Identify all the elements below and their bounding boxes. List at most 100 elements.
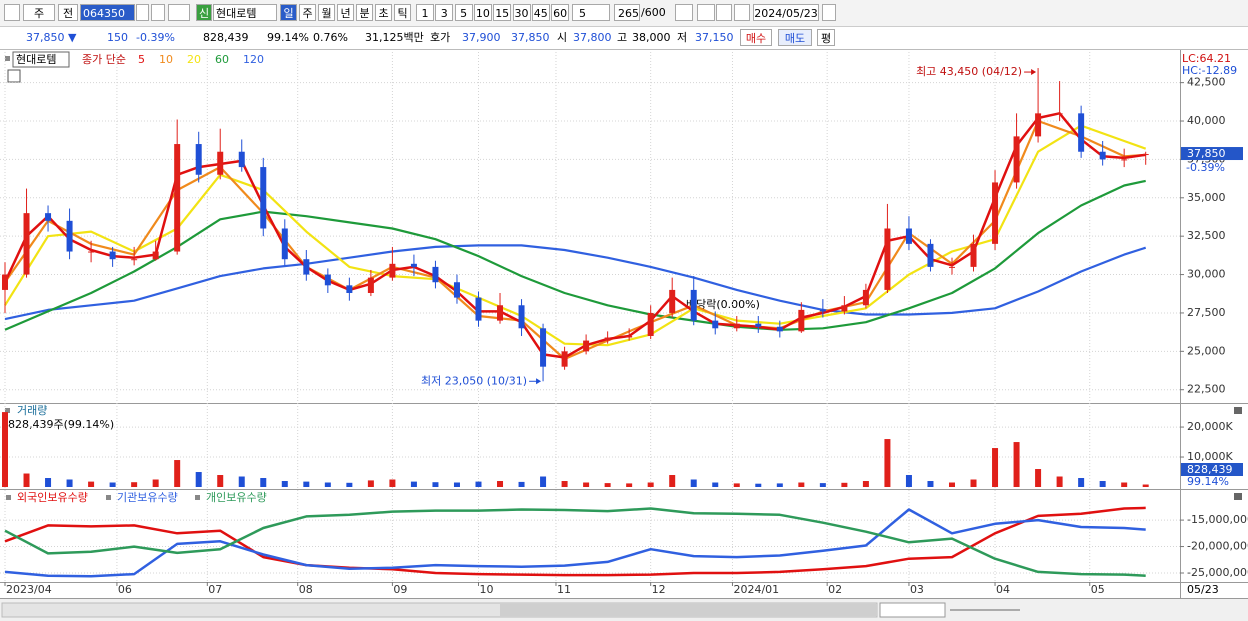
calendar-icon[interactable] bbox=[822, 4, 836, 21]
candle-body bbox=[109, 251, 116, 260]
candle-body bbox=[346, 285, 353, 293]
menu-icon[interactable] bbox=[4, 4, 20, 21]
candle-body bbox=[303, 259, 310, 275]
candle-body bbox=[238, 151, 245, 168]
search-icon[interactable] bbox=[151, 4, 165, 21]
legend-entry: 10 bbox=[159, 53, 173, 66]
save-icon[interactable] bbox=[716, 4, 732, 21]
x-tick-label: 05 bbox=[1091, 583, 1105, 596]
x-tick-label: 02 bbox=[828, 583, 842, 596]
volume-bar bbox=[66, 479, 73, 487]
sell-button[interactable]: 매도 bbox=[778, 29, 812, 46]
volume-bar bbox=[131, 482, 138, 487]
candle-body bbox=[561, 351, 568, 367]
volume-bar bbox=[1142, 484, 1149, 487]
stock-name[interactable]: 현대로템 bbox=[213, 4, 277, 21]
unit-button[interactable]: 틱 bbox=[394, 4, 411, 21]
chart-background bbox=[0, 50, 1248, 599]
high-note: 최고 43,450 (04/12) bbox=[916, 65, 1022, 78]
candle-body bbox=[626, 335, 633, 338]
scrollbar-thumb[interactable] bbox=[500, 604, 877, 616]
turnover-rate: 0.76% bbox=[313, 31, 348, 44]
unit-button[interactable]: 30 bbox=[512, 4, 531, 21]
unit-button[interactable]: 5 bbox=[454, 4, 473, 21]
candle-body bbox=[712, 320, 719, 329]
volume-bar bbox=[518, 481, 525, 487]
unit-button[interactable]: 초 bbox=[375, 4, 392, 21]
candle-body bbox=[1099, 151, 1106, 160]
note-arrowhead bbox=[1031, 69, 1037, 76]
step-select[interactable]: 5 bbox=[572, 4, 610, 21]
period-select[interactable]: 주 bbox=[23, 4, 55, 21]
volume-bar bbox=[540, 476, 547, 487]
volume-bar bbox=[1099, 481, 1106, 487]
unit-button[interactable]: 년 bbox=[337, 4, 354, 21]
y-tick-label: 30,000 bbox=[1187, 268, 1226, 281]
legend-prefix: 종가 단순 bbox=[82, 53, 126, 66]
tool-icon[interactable] bbox=[697, 4, 715, 21]
volume-bar bbox=[755, 483, 762, 487]
candle-body bbox=[927, 243, 934, 267]
volume-bar bbox=[410, 481, 417, 487]
y-tick-label: 25,000 bbox=[1187, 344, 1226, 357]
buy-button[interactable]: 매수 bbox=[740, 29, 772, 46]
last-date: 05/23 bbox=[1187, 583, 1219, 596]
code-dropdown[interactable] bbox=[136, 4, 149, 21]
unit-button[interactable]: 10 bbox=[473, 4, 492, 21]
open: 37,800 bbox=[573, 31, 612, 44]
volume-bar bbox=[1035, 469, 1042, 487]
unit-button[interactable]: 15 bbox=[493, 4, 512, 21]
scrollbar-track[interactable] bbox=[1, 602, 878, 618]
low-note: 최저 23,050 (10/31) bbox=[421, 374, 527, 387]
unit-button[interactable]: 일 bbox=[280, 4, 297, 21]
legend-icon bbox=[6, 495, 11, 500]
playback-buttons[interactable] bbox=[879, 602, 946, 618]
unit-button[interactable]: 주 bbox=[299, 4, 316, 21]
prev-button[interactable]: 전 bbox=[58, 4, 78, 21]
sound-icon[interactable] bbox=[168, 4, 190, 21]
candle-body bbox=[1121, 159, 1128, 161]
legend-icon bbox=[106, 495, 111, 500]
candle-body bbox=[1035, 113, 1042, 137]
y-tick-label: 35,000 bbox=[1187, 191, 1226, 204]
candle-body bbox=[970, 243, 977, 267]
y-tick-label: 20,000K bbox=[1187, 420, 1233, 433]
candle-body bbox=[733, 323, 740, 329]
price: 37,850 ▼ bbox=[26, 31, 77, 44]
candle-body bbox=[905, 228, 912, 244]
candle-body bbox=[1056, 113, 1063, 115]
legend-name: 현대로템 bbox=[16, 53, 56, 66]
code-input[interactable]: 064350 bbox=[80, 4, 135, 21]
volume-bar bbox=[88, 481, 95, 487]
unit-button[interactable]: 1 bbox=[416, 4, 434, 21]
volume-bar bbox=[561, 481, 568, 487]
count-input[interactable]: 265 bbox=[614, 4, 640, 21]
unit-button[interactable]: 3 bbox=[435, 4, 454, 21]
panel-close[interactable] bbox=[1234, 493, 1242, 500]
toolbar: 주 전 064350 신 현대로템 일 주 월 년 분 초 틱 1 3 5 10 15 30 45 60 5… bbox=[0, 0, 1248, 27]
volume-bar bbox=[1121, 482, 1128, 487]
panel-close[interactable] bbox=[1234, 407, 1242, 414]
volume-box-label: 828,439 bbox=[1187, 463, 1233, 476]
unit-button[interactable]: 월 bbox=[318, 4, 335, 21]
count-max: /600 bbox=[641, 6, 666, 19]
unit-button[interactable]: 45 bbox=[531, 4, 550, 21]
volume-bar bbox=[970, 479, 977, 487]
date-input[interactable]: 2024/05/23 bbox=[753, 4, 819, 21]
tool-icon[interactable] bbox=[675, 4, 693, 21]
settings-icon[interactable] bbox=[734, 4, 750, 21]
volume-pct: 99.14% bbox=[1187, 475, 1229, 488]
candle-body bbox=[841, 305, 848, 312]
candle-body bbox=[798, 309, 805, 332]
change-label: -0.39% bbox=[1186, 161, 1225, 174]
x-tick-label: 04 bbox=[996, 583, 1010, 596]
candle-body bbox=[66, 220, 73, 252]
candle-body bbox=[88, 251, 95, 253]
candle-body bbox=[647, 312, 654, 336]
x-tick-label: 09 bbox=[393, 583, 407, 596]
unit-button[interactable]: 분 bbox=[356, 4, 373, 21]
unit-button[interactable]: 60 bbox=[551, 4, 570, 21]
x-tick-label: 03 bbox=[910, 583, 924, 596]
candle-body bbox=[540, 328, 547, 367]
avg-button[interactable]: 평 bbox=[817, 29, 835, 46]
